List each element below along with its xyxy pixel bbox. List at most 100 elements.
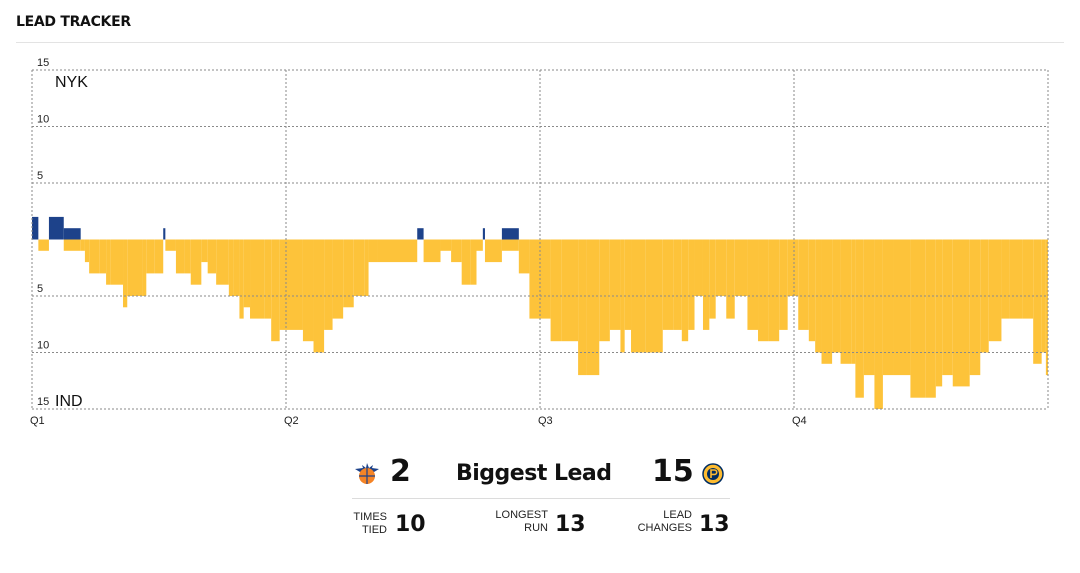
- ind-lead-bar: [702, 239, 710, 330]
- ind-lead-bar: [561, 239, 579, 342]
- ind-lead-bar: [779, 239, 788, 330]
- team-label-top: NYK: [55, 74, 88, 91]
- nyk-lead-bar: [63, 228, 81, 240]
- ind-lead-bar: [910, 239, 926, 398]
- ind-lead-bar: [1041, 239, 1046, 353]
- ind-lead-bar: [106, 239, 111, 285]
- ind-lead-bar: [190, 239, 202, 285]
- ind-lead-bar: [353, 239, 365, 296]
- ind-lead-bar: [688, 239, 695, 330]
- ind-lead-bar: [624, 239, 632, 330]
- nyk-lead-bar: [482, 228, 485, 240]
- nyk-lead-bar: [501, 228, 519, 240]
- biggest-lead-label: Biggest Lead: [456, 461, 612, 486]
- ind-lead-bar: [662, 239, 674, 330]
- ind-lead-bar: [893, 239, 911, 376]
- ind-lead-bar: [451, 239, 462, 263]
- ind-lead-bar: [324, 239, 333, 330]
- section-title: LEAD TRACKER: [16, 14, 131, 30]
- ind-lead-bar: [222, 239, 229, 285]
- y-tick-label: 10: [37, 340, 49, 352]
- ind-lead-bar: [207, 239, 217, 274]
- ind-lead-bar: [1009, 239, 1023, 319]
- longest-run-value: 13: [555, 512, 586, 537]
- ind-lead-bar: [550, 239, 562, 342]
- ind-lead-bar: [99, 239, 107, 274]
- ind-lead-bar: [89, 239, 100, 274]
- ind-lead-bar: [228, 239, 234, 296]
- ind-lead-bar: [165, 239, 176, 251]
- ind-lead-bar: [969, 239, 981, 376]
- ind-lead-bar: [1001, 239, 1010, 319]
- ind-lead-bar: [80, 239, 85, 251]
- ind-lead-bar: [63, 239, 81, 251]
- ind-lead-bar: [142, 239, 147, 296]
- ind-lead-bar: [925, 239, 936, 398]
- ind-lead-bar: [233, 239, 240, 296]
- lead-changes-label: LEAD CHANGES: [637, 509, 692, 534]
- ind-lead-bar: [518, 239, 530, 274]
- ind-lead-bar: [851, 239, 856, 364]
- ind-lead-bar: [882, 239, 894, 376]
- ind-lead-bar: [988, 239, 1002, 342]
- nyk-lead-bar: [417, 228, 424, 240]
- ind-lead-bar: [332, 239, 344, 319]
- ind-lead-bar: [461, 239, 471, 285]
- ind-lead-bar: [631, 239, 646, 353]
- nyk-biggest-lead-value: 2: [390, 454, 411, 489]
- biggest-lead-row: 2 Biggest Lead 15: [352, 452, 730, 499]
- ind-lead-bar: [645, 239, 663, 353]
- ind-lead-bar: [84, 239, 90, 263]
- ind-lead-bar: [127, 239, 143, 296]
- nyk-lead-bar: [48, 216, 64, 240]
- ind-lead-bar: [271, 239, 280, 342]
- ind-lead-bar: [286, 239, 303, 330]
- ind-lead-bar: [216, 239, 223, 285]
- ind-lead-bar: [1045, 239, 1048, 376]
- ind-lead-bar: [123, 239, 128, 308]
- lead-changes-value: 13: [699, 512, 730, 537]
- ind-lead-bar: [423, 239, 441, 263]
- ind-lead-bar: [935, 239, 943, 387]
- ind-lead-bar: [578, 239, 587, 376]
- team-label-bottom: IND: [55, 393, 83, 410]
- ind-lead-bar: [154, 239, 164, 274]
- ind-lead-bar: [815, 239, 822, 353]
- ind-lead-bar: [709, 239, 716, 319]
- ind-lead-bar: [942, 239, 953, 376]
- ind-lead-bar: [368, 239, 378, 263]
- ind-lead-bar: [586, 239, 600, 376]
- times-tied-label: TIMES TIED: [353, 511, 387, 536]
- header-divider: [16, 42, 1064, 43]
- x-tick-label: Q4: [792, 415, 807, 427]
- ind-lead-bar: [620, 239, 625, 353]
- ind-lead-bar: [758, 239, 769, 342]
- ind-lead-bar: [184, 239, 191, 274]
- x-tick-label: Q1: [30, 415, 45, 427]
- y-tick-label: 15: [37, 57, 49, 69]
- ind-biggest-lead-value: 15: [652, 454, 694, 489]
- ind-lead-bar: [377, 239, 418, 263]
- nyk-lead-bar: [163, 228, 166, 240]
- ind-lead-bar: [38, 239, 49, 251]
- ind-lead-bar: [855, 239, 864, 398]
- ind-lead-bar: [808, 239, 816, 342]
- y-tick-label: 5: [37, 283, 43, 295]
- ind-lead-bar: [279, 239, 286, 330]
- lead-tracker-chart: 15 10 5 5 10 15 Q1 Q2 Q3 Q4 NYK IND: [30, 57, 1049, 427]
- pacers-logo-icon: [702, 463, 724, 485]
- ind-lead-bar: [821, 239, 833, 364]
- y-tick-label: 15: [37, 396, 49, 408]
- ind-lead-bar: [484, 239, 502, 263]
- ind-lead-bar: [840, 239, 852, 364]
- ind-lead-bar: [175, 239, 185, 274]
- ind-lead-bar: [1033, 239, 1042, 364]
- nyk-lead-bar: [32, 216, 39, 240]
- ind-lead-bar: [476, 239, 483, 251]
- ind-lead-bar: [599, 239, 610, 342]
- ind-lead-bar: [694, 239, 703, 296]
- ind-lead-bar: [681, 239, 689, 342]
- ind-lead-bar: [264, 239, 272, 319]
- ind-lead-bar: [863, 239, 875, 376]
- x-tick-label: Q2: [284, 415, 299, 427]
